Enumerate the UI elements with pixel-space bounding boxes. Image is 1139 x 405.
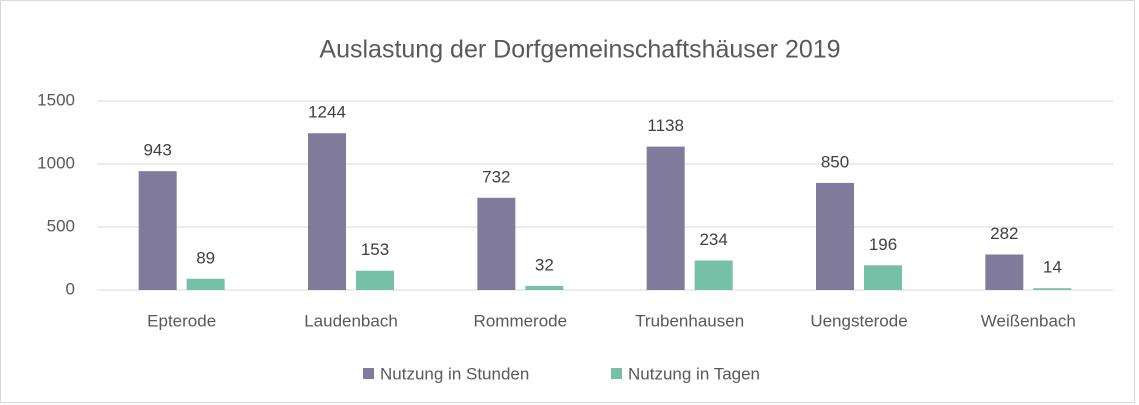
x-tick-label: Laudenbach [304,311,398,330]
data-label: 282 [990,224,1018,243]
legend-label: Nutzung in Tagen [628,364,760,383]
bar [816,182,854,290]
data-label: 943 [143,141,171,160]
bar [356,270,394,290]
chart-title: Auslastung der Dorfgemeinschaftshäuser 2… [319,36,840,64]
data-label: 234 [699,230,727,249]
x-tick-label: Epterode [147,311,216,330]
y-tick-label: 500 [47,216,75,235]
y-tick-label: 1000 [37,153,75,172]
bar [985,254,1024,290]
x-tick-label: Uengsterode [810,311,907,330]
data-label: 1138 [647,116,684,135]
bar [525,285,564,290]
bar [308,133,346,290]
x-tick-label: Trubenhausen [635,311,744,330]
bar [864,265,902,290]
legend-swatch [611,368,622,379]
data-label: 732 [482,167,510,186]
data-label: 1244 [308,103,346,122]
legend-swatch [363,368,374,379]
bar [694,260,733,290]
bar [138,171,177,290]
data-label: 14 [1043,258,1062,277]
y-tick-label: 0 [66,279,75,298]
data-label: 196 [869,235,897,254]
data-label: 850 [821,152,849,171]
data-label: 89 [196,248,215,267]
x-tick-label: Rommerode [474,311,568,330]
data-label: 32 [535,255,554,274]
bar [186,278,225,290]
x-tick-label: Weißenbach [981,311,1076,330]
bar [646,146,685,290]
bar [477,197,516,290]
legend-label: Nutzung in Stunden [380,364,529,383]
bar [1033,288,1072,290]
y-tick-label: 1500 [37,90,75,109]
data-label: 153 [361,240,389,259]
